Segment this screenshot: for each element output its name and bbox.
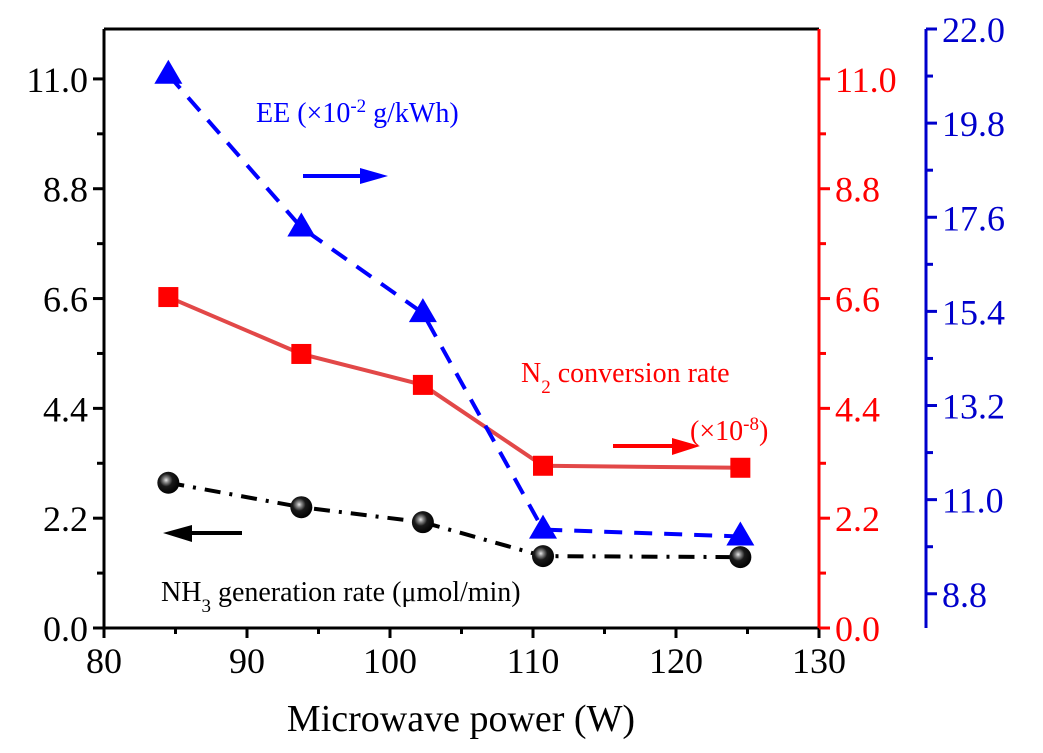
y-axis-right-blue: 8.8 11.0 13.2 15.4 17.6 19.8 22.0 <box>924 10 1005 628</box>
data-point-triangle <box>726 521 755 546</box>
y-blue-tick-label: 11.0 <box>942 481 1004 521</box>
data-point-square <box>412 374 433 395</box>
y-red-tick-label: 4.4 <box>835 389 880 429</box>
y-axis-right-red: 0.0 2.2 4.4 6.6 8.8 11.0 <box>817 29 897 649</box>
series-nh3 <box>157 471 752 569</box>
data-point-square <box>730 457 751 478</box>
y-axis-left: 0.0 2.2 4.4 6.6 8.8 11.0 <box>26 60 104 649</box>
x-tick-label: 120 <box>649 641 703 681</box>
data-point-triangle <box>154 59 183 84</box>
y-left-tick-label: 0.0 <box>43 609 88 649</box>
series-group <box>154 59 755 569</box>
y-left-tick-label: 8.8 <box>43 170 88 210</box>
x-axis: 80 90 100 110 120 130 <box>86 628 846 681</box>
y-blue-tick-label: 22.0 <box>942 10 1005 50</box>
annotation-n2-label-line2: (×10-8) <box>690 414 768 448</box>
x-tick-label: 80 <box>86 641 122 681</box>
y-red-tick-label: 8.8 <box>835 170 880 210</box>
y-blue-tick-label: 19.8 <box>942 104 1005 144</box>
y-red-tick-label: 2.2 <box>835 499 880 539</box>
y-red-tick-label: 6.6 <box>835 280 880 320</box>
data-point-sphere <box>157 471 180 494</box>
y-blue-tick-label: 13.2 <box>942 387 1005 427</box>
data-point-square <box>158 287 179 308</box>
data-point-triangle <box>529 514 558 539</box>
data-point-triangle <box>287 212 316 237</box>
y-left-tick-label: 6.6 <box>43 280 88 320</box>
data-point-square <box>291 343 312 364</box>
data-point-square <box>533 455 554 476</box>
plot-frame <box>102 27 819 630</box>
annotation-ee-arrow-head <box>360 168 388 184</box>
series-ee <box>154 59 755 546</box>
y-red-tick-label: 0.0 <box>835 609 880 649</box>
x-tick-label: 90 <box>229 641 265 681</box>
annotation-nh3: NH3 generation rate (μmol/min) <box>161 525 521 617</box>
annotation-nh3-arrow-head <box>163 525 192 542</box>
data-point-sphere <box>729 546 752 569</box>
y-left-tick-label: 4.4 <box>43 389 88 429</box>
annotation-nh3-label: NH3 generation rate (μmol/min) <box>161 577 521 617</box>
y-left-tick-label: 2.2 <box>43 499 88 539</box>
series-line <box>167 480 741 560</box>
series-line <box>166 73 741 539</box>
data-point-sphere <box>290 496 313 519</box>
y-blue-tick-label: 17.6 <box>942 198 1005 238</box>
y-left-tick-label: 11.0 <box>26 60 88 100</box>
data-point-sphere <box>532 545 555 568</box>
annotation-ee: EE (×10-2 g/kWh) <box>256 96 459 184</box>
x-tick-label: 130 <box>792 641 846 681</box>
y-red-tick-label: 11.0 <box>835 60 897 100</box>
series-n2 <box>158 287 751 478</box>
annotation-n2-label-line1: N2 conversion rate <box>521 358 730 398</box>
x-axis-title: Microwave power (W) <box>287 698 635 740</box>
annotation-ee-label: EE (×10-2 g/kWh) <box>256 96 459 130</box>
x-tick-label: 110 <box>507 641 560 681</box>
y-blue-tick-label: 15.4 <box>942 292 1005 332</box>
annotation-n2-arrow-head <box>672 438 700 455</box>
annotation-n2: N2 conversion rate (×10-8) <box>521 358 768 455</box>
y-blue-tick-label: 8.8 <box>942 575 987 615</box>
data-point-sphere <box>411 511 434 534</box>
x-tick-label: 100 <box>363 641 417 681</box>
data-point-triangle <box>408 298 437 323</box>
